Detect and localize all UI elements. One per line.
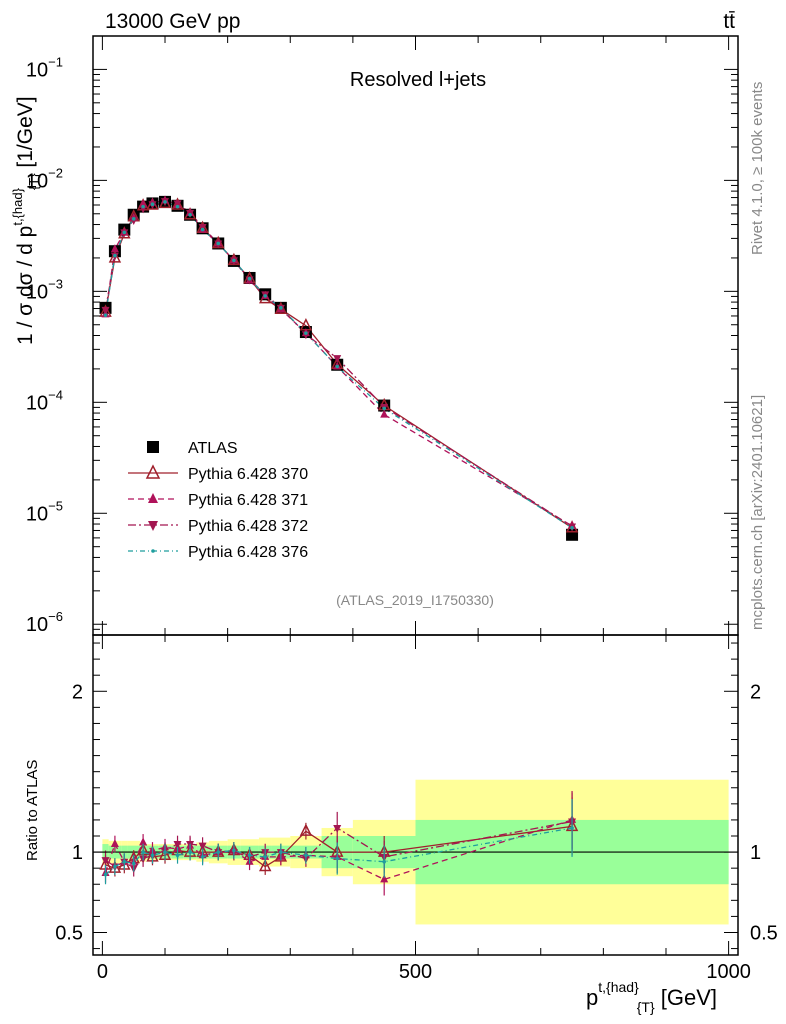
- svg-text:1 / σ dσ / d pt,{had}{T} [1/Ge: 1 / σ dσ / d pt,{had}{T} [1/GeV]: [10, 96, 41, 345]
- ratio-point-376: [382, 859, 386, 864]
- ratio-point-376: [113, 864, 117, 869]
- ratio-point-372: [198, 842, 207, 851]
- mc-point-372: [333, 355, 342, 364]
- mc-point-370: [274, 301, 288, 314]
- ratio-x-tick-label: 0: [97, 961, 108, 983]
- ratio-y-tick-label-left: 1: [72, 842, 83, 864]
- mc-point-376: [247, 276, 252, 281]
- ratio-point-376: [304, 853, 308, 858]
- legend-label: Pythia 6.428 372: [188, 518, 308, 535]
- legend-label: ATLAS: [188, 440, 238, 457]
- mc-point-376: [175, 204, 180, 209]
- mc-point-376: [131, 217, 136, 221]
- main-series-group: [99, 195, 579, 541]
- mc-point-376: [335, 364, 340, 369]
- panel-title: Resolved l+jets: [350, 69, 486, 91]
- rivet-version-label: Rivet 4.1.0, ≥ 100k events: [749, 82, 766, 255]
- ratio-y-tick-label-left: 2: [72, 681, 83, 703]
- mc-point-372: [129, 216, 138, 225]
- ratio-x-tick-label: 1000: [706, 961, 751, 983]
- mc-point-371: [139, 199, 148, 208]
- ratio-point-371: [380, 874, 389, 883]
- main-y-axis-title: 1 / σ dσ / d pt,{had}{T} [1/GeV]: [10, 96, 41, 345]
- mc-point-372: [301, 331, 310, 340]
- mc-point-376: [200, 227, 205, 232]
- ratio-y-tick-label-left: 0.5: [55, 922, 83, 944]
- mc-point-376: [216, 241, 221, 246]
- mc-point-376: [113, 253, 117, 258]
- ratio-point-376: [335, 856, 340, 861]
- legend-marker: [151, 549, 155, 553]
- legend-label: Pythia 6.428 376: [188, 544, 308, 561]
- main-y-tick-label: 10−1: [26, 54, 63, 81]
- ratio-point-376: [216, 850, 221, 854]
- energy-label: 13000 GeV pp: [105, 10, 240, 33]
- ratio-point-376: [247, 853, 252, 858]
- legend: ATLAS Pythia 6.428 370 Pythia 6.428 371 Pyt…: [128, 440, 308, 561]
- ratio-series-group: [99, 790, 579, 896]
- mc-point-376: [141, 204, 145, 209]
- mc-point-376: [150, 202, 155, 206]
- mc-point-372: [173, 200, 182, 209]
- mc-point-376: [232, 258, 236, 263]
- mc-point-372: [101, 306, 110, 315]
- legend-label: Pythia 6.428 370: [188, 466, 308, 483]
- ratio-point-371: [139, 837, 148, 846]
- mc-point-370: [171, 197, 184, 210]
- ratio-point-376: [131, 861, 136, 866]
- ratio-point-376: [175, 853, 180, 858]
- ratio-point-376: [232, 848, 236, 853]
- ratio-y-tick-label-right: 0.5: [750, 922, 778, 944]
- main-y-tick-label: 10−4: [26, 387, 63, 414]
- ratio-point-376: [570, 826, 574, 830]
- mc-point-376: [304, 331, 308, 335]
- ratio-y-tick-label-right: 2: [750, 681, 761, 703]
- mc-point-376: [188, 212, 192, 217]
- ratio-point-376: [163, 850, 167, 854]
- mc-point-376: [122, 230, 127, 235]
- ratio-point-372: [333, 824, 342, 833]
- ratio-y-tick-label-right: 1: [750, 842, 761, 864]
- legend-label: Pythia 6.428 371: [188, 492, 308, 509]
- ratio-point-370: [258, 858, 272, 872]
- ratio-point-376: [141, 850, 145, 854]
- mc-point-376: [279, 306, 283, 310]
- ratio-point-371: [110, 839, 119, 848]
- ratio-point-372: [101, 857, 110, 866]
- mc-point-376: [263, 294, 268, 298]
- ratio-point-372: [173, 841, 182, 850]
- analysis-id: (ATLAS_2019_I1750330): [336, 592, 494, 608]
- ratio-x-tick-label: 500: [399, 961, 432, 983]
- legend-marker: [145, 464, 161, 479]
- main-y-tick-label: 10−5: [26, 498, 63, 525]
- mc-point-376: [570, 525, 574, 530]
- ratio-point-376: [188, 850, 192, 854]
- main-y-tick-label: 10−6: [26, 609, 63, 636]
- legend-marker: [147, 441, 159, 453]
- ratio-point-376: [200, 855, 205, 859]
- ratio-x-axis-title: pt,{had} {T} [GeV]: [586, 979, 717, 1015]
- mc-point-376: [382, 406, 386, 411]
- mc-point-371: [380, 409, 389, 418]
- legend-marker: [148, 521, 158, 531]
- mc-point-371: [110, 244, 119, 253]
- mc-point-376: [103, 313, 108, 317]
- ratio-point-376: [122, 859, 127, 864]
- mc-point-376: [163, 200, 167, 204]
- mc-point-372: [139, 205, 148, 214]
- legend-marker: [148, 493, 158, 503]
- ratio-point-376: [279, 850, 283, 854]
- ratio-point-370: [299, 823, 313, 836]
- process-label: tt̄: [723, 10, 735, 33]
- mc-point-370: [108, 250, 122, 263]
- ratio-point-376: [150, 853, 155, 858]
- ratio-y-axis-title: Ratio to ATLAS: [24, 760, 41, 861]
- svg-text:pt,{had}{T} [GeV]: pt,{had} {T} [GeV]: [586, 979, 717, 1015]
- ratio-point-376: [263, 855, 268, 859]
- ratio-point-376: [103, 872, 108, 877]
- mcplots-citation: mcplots.cern.ch [arXiv:2401.10621]: [749, 395, 766, 630]
